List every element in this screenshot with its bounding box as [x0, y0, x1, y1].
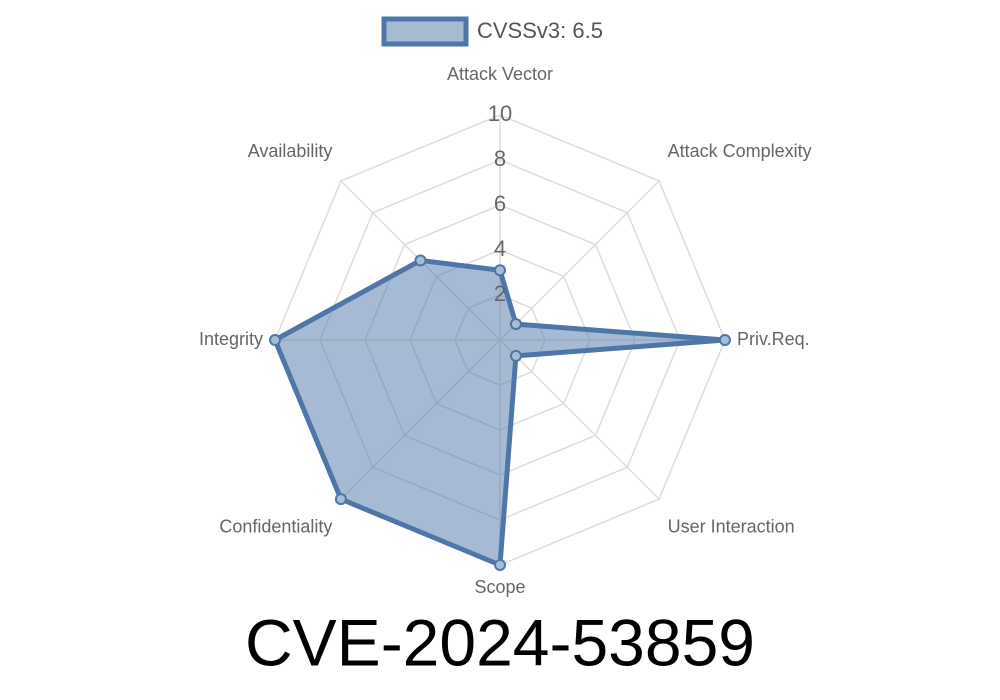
category-label: User Interaction — [668, 516, 795, 536]
data-point — [269, 334, 281, 346]
r-tick-label: 2 — [494, 281, 506, 306]
data-point — [509, 318, 522, 331]
category-label: Integrity — [199, 329, 263, 349]
data-point — [494, 264, 506, 277]
legend-swatch — [381, 16, 469, 47]
data-point — [719, 334, 731, 346]
category-label: Attack Vector — [447, 64, 553, 84]
r-tick-label: 6 — [494, 191, 506, 216]
data-point — [414, 254, 427, 267]
r-tick-label: 4 — [494, 236, 506, 261]
category-label: Scope — [474, 577, 525, 597]
category-label: Attack Complexity — [668, 141, 812, 161]
data-point — [334, 493, 347, 506]
axis-spoke — [499, 180, 660, 341]
chart-title: CVE-2024-53859 — [245, 605, 755, 679]
data-point — [509, 349, 522, 362]
r-tick-label: 8 — [494, 146, 506, 171]
r-tick-label: 10 — [488, 101, 512, 126]
series-area — [272, 257, 728, 568]
axis-spoke — [499, 339, 660, 500]
category-label: Priv.Req. — [737, 329, 810, 349]
legend-label: CVSSv3: 6.5 — [477, 18, 603, 43]
category-label: Confidentiality — [219, 516, 332, 536]
data-point — [494, 559, 506, 571]
category-label: Availability — [248, 141, 333, 161]
